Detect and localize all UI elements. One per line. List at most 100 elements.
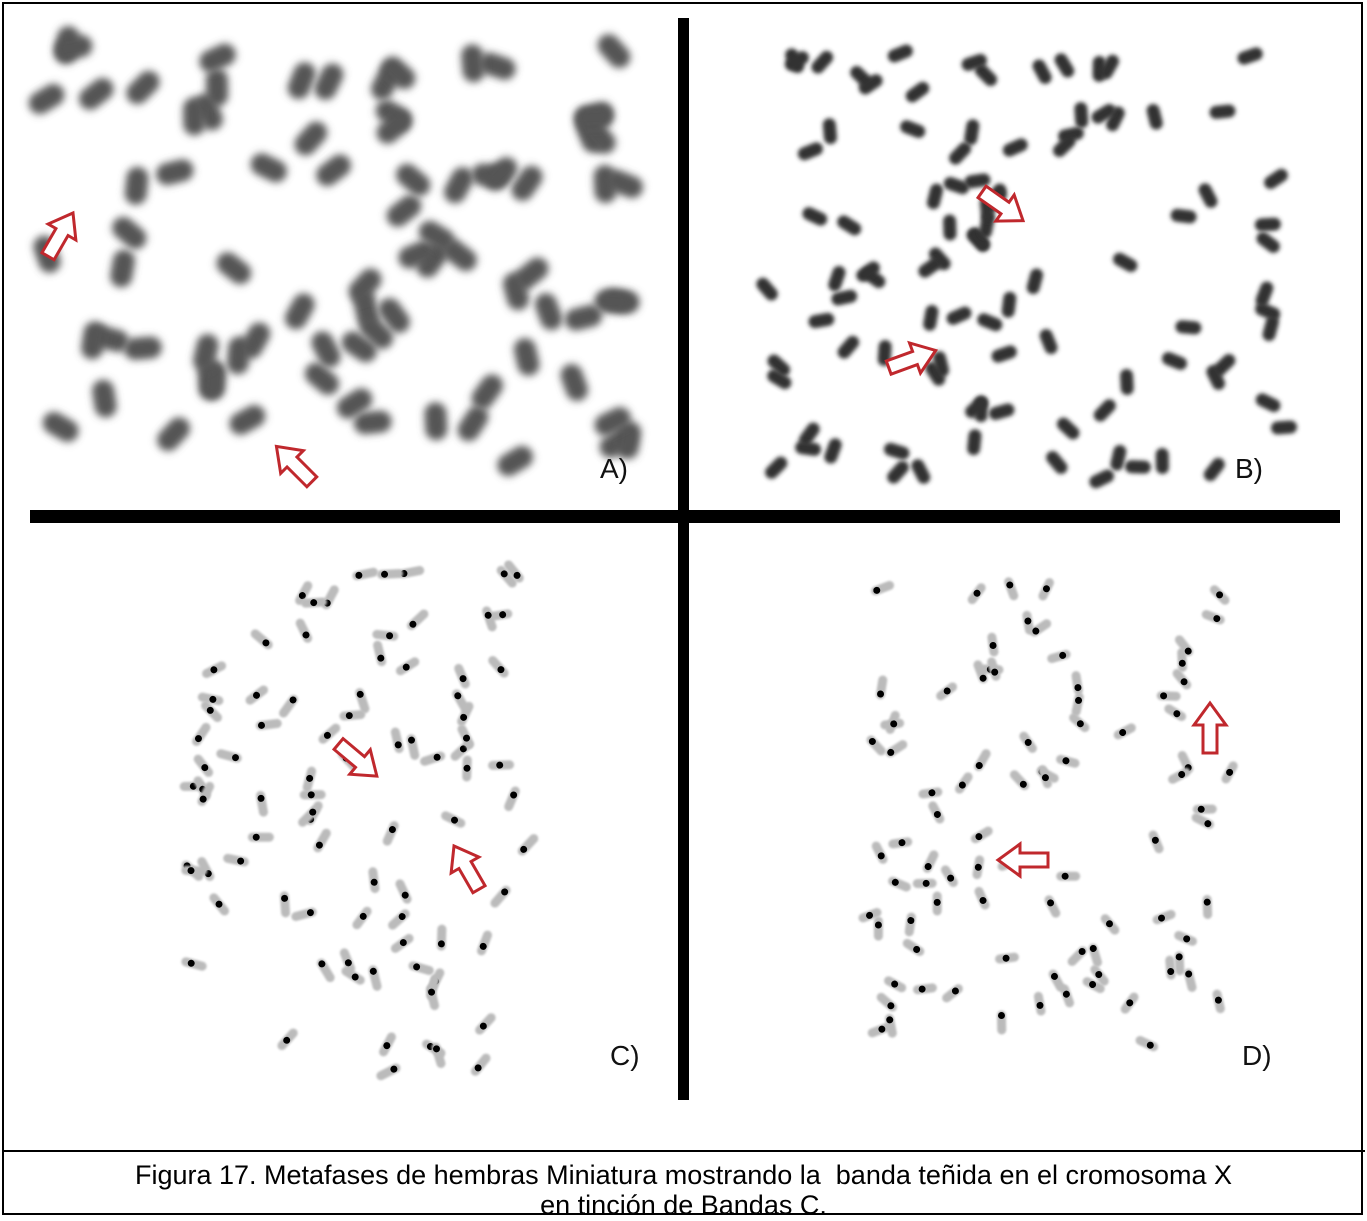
chromosome <box>574 106 613 130</box>
chromosome <box>873 916 883 941</box>
chromosome <box>476 930 493 956</box>
chromosome <box>1191 813 1214 830</box>
chromosome <box>831 289 858 306</box>
chromosome <box>964 119 980 146</box>
chromosome <box>616 421 642 460</box>
chromosome <box>913 983 937 995</box>
chromosome <box>1271 420 1297 435</box>
chromosome <box>395 879 412 904</box>
chromosome-band <box>943 687 951 695</box>
chromosome-band <box>1024 617 1032 625</box>
chromosome <box>379 1032 396 1057</box>
chromosome <box>381 56 416 90</box>
chromosome <box>594 290 633 314</box>
chromosome <box>1100 914 1120 935</box>
chromosome-body <box>1093 399 1116 422</box>
chromosome-band <box>1178 770 1186 778</box>
chromosome-body <box>1046 451 1068 474</box>
chromosome-body <box>378 298 410 333</box>
chromosome-body <box>964 173 991 189</box>
chromosome <box>1161 352 1188 370</box>
chromosome-body <box>911 459 931 484</box>
chromosome <box>124 166 149 205</box>
chromosome-body <box>287 62 316 100</box>
chromosome-body <box>471 374 504 410</box>
chromosome-band <box>377 654 385 662</box>
chromosome <box>943 214 957 241</box>
arrow <box>995 841 1050 879</box>
chromosome <box>534 293 563 331</box>
chromosome-body <box>199 43 236 73</box>
chromosome-body <box>314 63 344 100</box>
chromosome-body <box>1271 420 1297 435</box>
chromosome <box>1093 399 1116 422</box>
chromosome-band <box>877 852 885 860</box>
chromosome-body <box>511 165 543 201</box>
chromosome-body <box>824 438 842 464</box>
chromosome-body <box>858 74 883 95</box>
chromosome-body <box>873 916 883 941</box>
chromosome-body <box>828 265 846 292</box>
chromosome-band <box>913 945 921 953</box>
chromosome-body <box>229 405 266 435</box>
chromosome-body <box>932 351 950 377</box>
chromosome-band <box>974 863 982 871</box>
chromosome-body <box>484 157 518 191</box>
panel-label: B) <box>1235 453 1263 484</box>
chromosome-band <box>947 874 955 882</box>
chromosome <box>1124 460 1151 474</box>
chromosome-body <box>1053 134 1076 158</box>
chromosome <box>1168 767 1191 784</box>
chromosome-body <box>988 403 1015 420</box>
chromosome <box>1082 977 1105 994</box>
arrow <box>39 210 78 262</box>
chromosome <box>223 853 249 867</box>
chromosome <box>359 315 394 349</box>
chromosome-band <box>1226 768 1234 776</box>
chromosome-band <box>187 867 195 875</box>
chromosome-band <box>1074 684 1082 692</box>
chromosome-body <box>496 565 517 588</box>
chromosome <box>279 694 298 718</box>
chromosome <box>396 163 431 197</box>
chromosome <box>866 735 886 756</box>
chromosome-band <box>306 774 314 782</box>
chromosome <box>457 405 489 442</box>
chromosome-band <box>428 988 436 996</box>
chromosome <box>560 363 589 402</box>
chromosome-band <box>369 967 377 975</box>
chromosome-band <box>432 1045 440 1053</box>
chromosome <box>299 790 326 800</box>
chromosome <box>461 44 485 83</box>
chromosome <box>199 43 236 73</box>
chromosome-body <box>1203 457 1225 482</box>
chromosome-band <box>394 741 402 749</box>
chromosome <box>837 335 860 359</box>
chromosome-band <box>1042 585 1050 593</box>
chromosome-band <box>1175 953 1183 961</box>
chromosome <box>918 257 943 278</box>
chromosome-body <box>304 362 340 395</box>
chromosome <box>488 655 509 678</box>
chromosome-band <box>1006 581 1014 589</box>
chromosome-band <box>409 620 417 628</box>
chromosome <box>28 83 65 115</box>
chromosome-body <box>444 167 474 204</box>
chromosome-body <box>597 34 631 69</box>
chromosome <box>1009 770 1030 791</box>
chromosome-body <box>28 83 65 115</box>
chromosome <box>876 992 897 1012</box>
chromosome-band <box>344 959 352 967</box>
chromosome-band <box>501 888 509 896</box>
chromosome <box>353 410 392 435</box>
chromosome-body <box>1254 217 1281 232</box>
chromosome-body <box>513 338 540 376</box>
panel-label: D) <box>1242 1040 1272 1071</box>
chromosome-band <box>437 940 445 948</box>
chromosome-body <box>478 52 516 80</box>
chromosome-band <box>1078 947 1086 955</box>
chromosome <box>1088 943 1102 967</box>
chromosome-band <box>232 754 240 762</box>
chromosome <box>1254 217 1281 232</box>
chromosome-body <box>900 120 926 138</box>
